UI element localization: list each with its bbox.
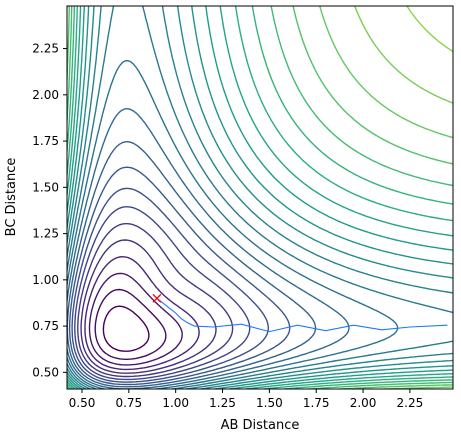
- contour-level: [67, 6, 453, 389]
- contour-level: [67, 108, 350, 389]
- contour-level: [67, 6, 453, 389]
- y-tick-label: 0.75: [32, 319, 59, 333]
- x-tick-label: 1.00: [162, 396, 189, 410]
- contour-level: [67, 141, 317, 388]
- contour-level: [67, 6, 453, 389]
- contour-level: [67, 6, 453, 389]
- start-marker: [152, 293, 162, 303]
- y-tick-label: 1.00: [32, 273, 59, 287]
- contour-level: [67, 6, 453, 389]
- trajectory-path: [156, 297, 448, 333]
- contour-level: [67, 6, 453, 389]
- contour-level: [67, 6, 453, 389]
- contour-level: [67, 6, 453, 389]
- contour-level: [94, 288, 167, 360]
- contour-level: [67, 6, 453, 389]
- contour-level: [77, 223, 234, 378]
- contour-level: [67, 6, 453, 389]
- y-tick-label: 1.25: [32, 227, 59, 241]
- contour-level: [68, 166, 291, 386]
- x-tick-label: 0.75: [115, 396, 142, 410]
- y-tick-label: 2.25: [32, 42, 59, 56]
- start-marker-x: [152, 293, 162, 303]
- y-axis-ticks: 0.50 0.75 1.00 1.25 1.50 1.75 2.00 2.25: [32, 42, 67, 379]
- x-tick-label: 1.50: [256, 396, 283, 410]
- contour-level: [406, 6, 453, 53]
- y-tick-label: 2.00: [32, 88, 59, 102]
- y-axis-label: BC Distance: [4, 158, 19, 237]
- contour-level: [74, 206, 251, 381]
- x-tick-label: 1.25: [209, 396, 236, 410]
- x-tick-label: 2.00: [350, 396, 377, 410]
- contour-level: [67, 59, 399, 389]
- contour-level: [71, 187, 269, 383]
- contour-level: [80, 239, 217, 374]
- x-axis-ticks: 0.50 0.75 1.00 1.25 1.50 1.75 2.00 2.25: [69, 389, 424, 410]
- x-tick-label: 1.75: [303, 396, 330, 410]
- contour-lines: [67, 6, 453, 389]
- y-tick-label: 1.75: [32, 134, 59, 148]
- trajectory-line: [156, 297, 448, 333]
- x-axis-label: AB Distance: [221, 418, 300, 433]
- contour-level: [84, 256, 200, 371]
- contour-level: [354, 6, 453, 104]
- contour-level: [102, 305, 150, 352]
- contour-level: [88, 272, 183, 366]
- plot-frame: [66, 5, 454, 390]
- y-tick-label: 1.50: [32, 180, 59, 194]
- x-tick-label: 2.25: [397, 396, 424, 410]
- contour-level: [67, 6, 453, 389]
- y-tick-label: 0.50: [32, 365, 59, 379]
- x-tick-label: 0.50: [69, 396, 96, 410]
